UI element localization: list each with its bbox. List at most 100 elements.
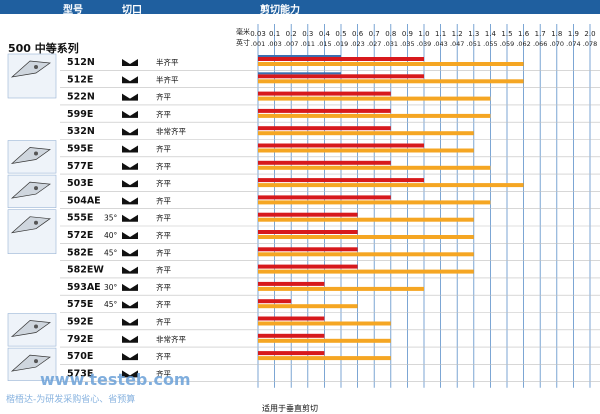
- row-cut-label: 齐平: [156, 109, 171, 119]
- x-tick-label-mm: 0.1: [269, 30, 280, 38]
- inch-unit-label: 英寸: [236, 39, 250, 47]
- narrow-nose-cutter-icon: [34, 151, 38, 156]
- bar-orange: [258, 79, 524, 84]
- x-tick-label-inch: .070: [550, 40, 564, 48]
- cut-profile-icon: [122, 93, 138, 101]
- row-cut-label: 齐平: [156, 282, 171, 292]
- bar-orange: [258, 62, 524, 66]
- x-tick-label-inch: .055: [483, 40, 497, 48]
- bar-orange: [258, 338, 391, 343]
- row-model-label: 573E: [67, 368, 93, 379]
- narrow-nose-cutter-icon: [10, 147, 51, 165]
- x-tick-label-inch: .043: [433, 40, 447, 48]
- bar-orange: [258, 200, 491, 205]
- row-cut-label: 齐平: [156, 317, 171, 327]
- x-tick-label-inch: .011: [301, 40, 315, 48]
- row-model-label: 792E: [67, 334, 93, 345]
- x-tick-label-mm: 0.5: [335, 30, 346, 38]
- cut-profile-icon: [122, 318, 138, 326]
- angled-head-cutter-icon: [34, 220, 38, 225]
- row-cut-label: 齐平: [156, 213, 171, 223]
- row-model-label: 593AE: [67, 282, 101, 293]
- cut-profile-icon: [122, 214, 138, 222]
- cut-profile-icon: [122, 249, 138, 257]
- cut-profile-icon: [122, 370, 138, 378]
- bar-red: [258, 333, 325, 338]
- x-tick-label-inch: .023: [350, 40, 364, 48]
- bar-red: [258, 160, 391, 165]
- row-cut-label: 齐平: [156, 368, 171, 378]
- cut-profile-icon: [122, 266, 138, 274]
- bar-red: [258, 247, 358, 252]
- row-model-label: 592E: [67, 317, 93, 328]
- bar-orange: [258, 131, 474, 136]
- bar-red: [258, 178, 424, 183]
- bent-nose-cutter-icon: [10, 181, 51, 199]
- x-tick-label-mm: 1.1: [435, 30, 446, 38]
- x-tick-label-mm: 1.9: [568, 30, 579, 38]
- bar-orange: [258, 165, 491, 170]
- cut-profile-icon: [122, 197, 138, 205]
- wide-nose-cutter-icon: [34, 65, 38, 69]
- row-cut-label: 齐平: [156, 144, 171, 154]
- bar-red: [258, 299, 292, 304]
- row-model-label: 599E: [67, 109, 93, 120]
- x-tick-label-mm: 0.7: [369, 30, 380, 38]
- row-cut-label: 齐平: [156, 195, 171, 205]
- cut-profile-icon: [122, 335, 138, 343]
- header-bar: [0, 0, 600, 14]
- bar-orange: [258, 235, 474, 239]
- cut-profile-icon: [122, 162, 138, 170]
- x-tick-label-mm: 0.2: [286, 30, 297, 38]
- x-tick-label-inch: .047: [450, 40, 464, 48]
- bar-orange: [258, 304, 358, 309]
- row-cut-label: 齐平: [156, 351, 171, 361]
- row-angle-label: 35°: [104, 214, 118, 223]
- row-model-label: 572E: [67, 230, 93, 241]
- x-tick-label-mm: 0.6: [352, 30, 364, 38]
- x-tick-label-inch: .035: [400, 40, 414, 48]
- watermark-site: www.testeb.com: [40, 370, 191, 389]
- bar-red: [258, 264, 358, 269]
- x-tick-label-inch: .031: [384, 40, 398, 48]
- row-model-label: 512N: [67, 57, 95, 68]
- x-tick-label-inch: .062: [516, 40, 530, 48]
- x-tick-label-inch: .066: [533, 40, 547, 48]
- row-angle-label: 40°: [104, 231, 118, 240]
- cut-profile-icon: [122, 76, 138, 84]
- row-cut-label: 齐平: [156, 230, 171, 240]
- row-angle-label: 45°: [104, 248, 118, 257]
- row-model-label: 512E: [67, 74, 93, 85]
- watermark-tagline: 楷梧达-为研发采购省心、省预算: [6, 395, 136, 405]
- x-tick-label-mm: 0.03: [250, 30, 266, 38]
- mm-unit-label: 毫米: [236, 28, 250, 36]
- bar-red: [258, 57, 424, 61]
- cut-profile-icon: [122, 283, 138, 291]
- row-model-label: 570E: [67, 351, 93, 362]
- row-cut-label: 非常齐平: [156, 126, 186, 136]
- x-tick-label-inch: .074: [566, 40, 580, 48]
- angled-head-cutter-icon: [10, 216, 51, 234]
- x-tick-label-mm: 0.4: [319, 30, 331, 38]
- cut-column-header: 切口: [122, 5, 142, 16]
- bar-orange: [258, 356, 391, 361]
- x-tick-label-inch: .001: [251, 40, 265, 48]
- x-tick-label-mm: 1.3: [468, 30, 479, 38]
- x-tick-label-inch: .027: [367, 40, 381, 48]
- cut-profile-icon: [122, 59, 138, 66]
- x-tick-label-inch: .019: [334, 40, 348, 48]
- row-cut-label: 齐平: [156, 247, 171, 257]
- row-cut-label: 齐平: [156, 92, 171, 102]
- cut-profile-icon: [122, 128, 138, 136]
- bar-red: [258, 143, 424, 148]
- row-model-label: 532N: [67, 126, 95, 137]
- series-title: 500 中等系列: [8, 42, 79, 55]
- row-cut-label: 齐平: [156, 299, 171, 309]
- wide-nose-cutter-icon: [10, 60, 51, 78]
- bar-orange: [258, 286, 424, 291]
- x-tick-label-mm: 1.2: [452, 30, 463, 38]
- bar-red: [258, 108, 391, 113]
- x-tick-label-inch: .078: [583, 40, 597, 48]
- small-tip-cutter-icon: [34, 359, 38, 364]
